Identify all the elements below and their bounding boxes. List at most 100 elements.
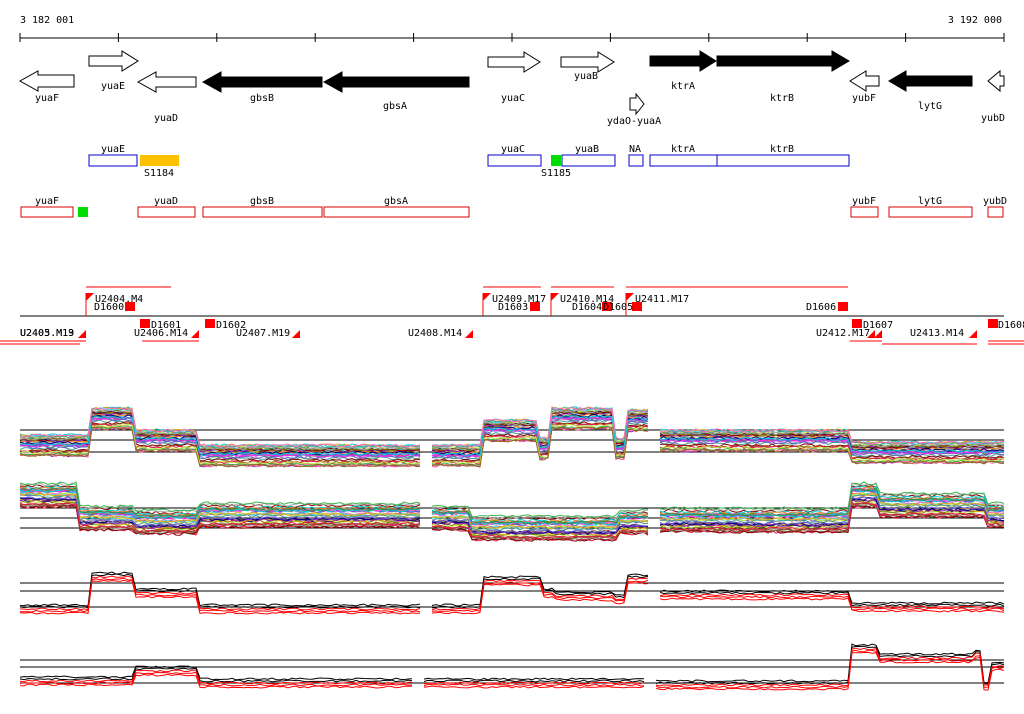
segment-label-u2410: U2410.M14 bbox=[560, 294, 614, 305]
operon-box-yuaC[interactable] bbox=[487, 154, 542, 167]
operon-box-red-lytG[interactable] bbox=[888, 206, 973, 218]
operon-mark-label-s1185: S1185 bbox=[541, 168, 571, 179]
expression-panel-2 bbox=[19, 481, 1005, 542]
expression-panel-1 bbox=[19, 406, 1005, 468]
segment-label-u2413: U2413.M14 bbox=[910, 328, 964, 339]
expression-profile-line bbox=[19, 415, 1005, 457]
expression-profile-line bbox=[19, 577, 1005, 613]
operon-box-red-gbsB[interactable] bbox=[202, 206, 323, 218]
downshift-label-d1608: D1608 bbox=[998, 320, 1024, 331]
operon-red-label-yuaF: yuaF bbox=[35, 196, 59, 207]
operon-box-red-yuaF[interactable] bbox=[20, 206, 74, 218]
operon-box-na[interactable] bbox=[628, 154, 644, 167]
expression-profile-line bbox=[19, 504, 1005, 542]
downshift-marker-d1605[interactable] bbox=[632, 302, 642, 311]
segment-label-u2404: U2404.M4 bbox=[95, 294, 143, 305]
downshift-marker-d1604[interactable] bbox=[602, 302, 612, 311]
gene-yuaB[interactable]: yuaB bbox=[560, 51, 615, 82]
operon-label-ktrB: ktrB bbox=[770, 144, 794, 155]
segmentation-track: U2404.M4 U2409.M17 U2410.M14 U2411.M17 U… bbox=[0, 286, 1024, 345]
gene-yubF[interactable]: yubF bbox=[849, 70, 880, 104]
expression-profile-line bbox=[19, 488, 1005, 526]
downshift-marker-d1601[interactable] bbox=[140, 319, 150, 328]
gene-yuaC[interactable]: yuaC bbox=[487, 51, 541, 104]
operon-box-yuaE[interactable] bbox=[88, 154, 138, 167]
downshift-marker-d1602[interactable] bbox=[205, 319, 215, 328]
expression-panel-3 bbox=[19, 571, 1005, 615]
segment-label-u2406: U2406.M14 bbox=[134, 328, 188, 339]
downshift-label-d1607: D1607 bbox=[863, 320, 893, 331]
operon-marker-s1184[interactable] bbox=[140, 155, 179, 166]
downshift-marker-d1603[interactable] bbox=[530, 302, 540, 311]
segment-label-u2411: U2411.M17 bbox=[635, 294, 689, 305]
gene-ktrA[interactable]: ktrA bbox=[649, 50, 717, 92]
gene-label-yubF: yubF bbox=[852, 93, 876, 104]
operon-box-red-gbsA[interactable] bbox=[323, 206, 470, 218]
downshift-marker-d1600[interactable] bbox=[125, 302, 135, 311]
operon-track-red: yuaF yuaD gbsB gbsA yubF lytG yubD bbox=[20, 196, 1007, 218]
operon-marker-green[interactable] bbox=[78, 207, 88, 217]
gene-yuaD[interactable]: yuaD bbox=[136, 71, 197, 124]
gene-label-ktrA: ktrA bbox=[671, 81, 695, 92]
operon-box-ktrA[interactable] bbox=[649, 154, 718, 167]
operon-box-red-yubD[interactable] bbox=[987, 206, 1004, 218]
operon-track-blue: yuaE S1184 yuaC S1185 yuaB NA ktrA ktrB bbox=[88, 144, 850, 179]
expression-profile-line bbox=[20, 496, 1005, 534]
end-coordinate: 3 192 000 bbox=[948, 15, 1002, 26]
gene-gbsB[interactable]: gbsB bbox=[201, 71, 323, 104]
downshift-label-d1601: D1601 bbox=[151, 320, 181, 331]
operon-label-yuaB: yuaB bbox=[575, 144, 599, 155]
gene-yuaE[interactable]: yuaE bbox=[88, 50, 139, 92]
gene-ktrB[interactable]: ktrB bbox=[716, 50, 850, 104]
expression-profile-line bbox=[19, 501, 1005, 539]
expression-profile-line bbox=[19, 579, 1005, 615]
operon-box-ktrB[interactable] bbox=[716, 154, 850, 167]
downshift-label-d1603: D1603 bbox=[498, 302, 528, 313]
segment-label-u2407: U2407.M19 bbox=[236, 328, 290, 339]
expression-profile-line bbox=[19, 643, 1005, 684]
expression-profile-line bbox=[19, 481, 1005, 519]
start-coordinate: 3 182 001 bbox=[20, 15, 74, 26]
gene-label-ktrB: ktrB bbox=[770, 93, 794, 104]
expression-profile-line bbox=[19, 651, 1005, 691]
gene-ydaO-yuaA[interactable]: ydaO-yuaA bbox=[607, 92, 661, 127]
downshift-label-d1606: D1606 bbox=[806, 302, 836, 313]
operon-box-red-yubF[interactable] bbox=[850, 206, 879, 218]
expression-profile-line bbox=[19, 649, 1005, 689]
downshift-marker-d1607[interactable] bbox=[852, 319, 862, 328]
operon-box-yuaB[interactable] bbox=[561, 154, 616, 167]
operon-mark-label-s1184: S1184 bbox=[144, 168, 174, 179]
operon-red-label-yubD: yubD bbox=[983, 196, 1007, 207]
downshift-label-d1605: D1605 bbox=[603, 302, 633, 313]
operon-marker-s1185[interactable] bbox=[551, 155, 561, 166]
expression-profile-line bbox=[19, 426, 1004, 468]
gene-label-yuaE: yuaE bbox=[101, 81, 125, 92]
downshift-marker-d1606[interactable] bbox=[838, 302, 848, 311]
expression-profile-line bbox=[19, 645, 1005, 685]
operon-label-yuaC: yuaC bbox=[501, 144, 525, 155]
expression-profile-line bbox=[19, 647, 1005, 687]
operon-label-yuaE: yuaE bbox=[101, 144, 125, 155]
expression-profile-line bbox=[19, 487, 1005, 525]
gene-yubD[interactable]: yubD bbox=[981, 69, 1005, 124]
operon-box-red-yuaD[interactable] bbox=[137, 206, 196, 218]
segment-label-u2412: U2412.M17 bbox=[816, 328, 870, 339]
gene-label-gbsA: gbsA bbox=[383, 101, 407, 112]
gene-lytG[interactable]: lytG bbox=[888, 70, 973, 112]
expression-profile-line bbox=[19, 423, 1005, 465]
gene-label-yuaD: yuaD bbox=[154, 113, 178, 124]
coordinate-ruler: 3 182 001 3 192 000 bbox=[19, 15, 1005, 42]
gene-yuaF[interactable]: yuaF bbox=[18, 70, 75, 104]
operon-red-label-yuaD: yuaD bbox=[154, 196, 178, 207]
operon-red-label-yubF: yubF bbox=[852, 196, 876, 207]
segment-label-u2405: U2405.M13 bbox=[20, 328, 74, 339]
gene-label-yuaB: yuaB bbox=[574, 71, 598, 82]
segment-label-u2408: U2408.M14 bbox=[408, 328, 462, 339]
gene-label-gbsB: gbsB bbox=[250, 93, 274, 104]
gene-label-ydaO-yuaA: ydaO-yuaA bbox=[607, 116, 661, 127]
operon-label-na: NA bbox=[629, 144, 641, 155]
segment-label-u2409: U2409.M17 bbox=[492, 294, 546, 305]
downshift-marker-d1608[interactable] bbox=[988, 319, 998, 328]
gene-gbsA[interactable]: gbsA bbox=[322, 71, 470, 112]
